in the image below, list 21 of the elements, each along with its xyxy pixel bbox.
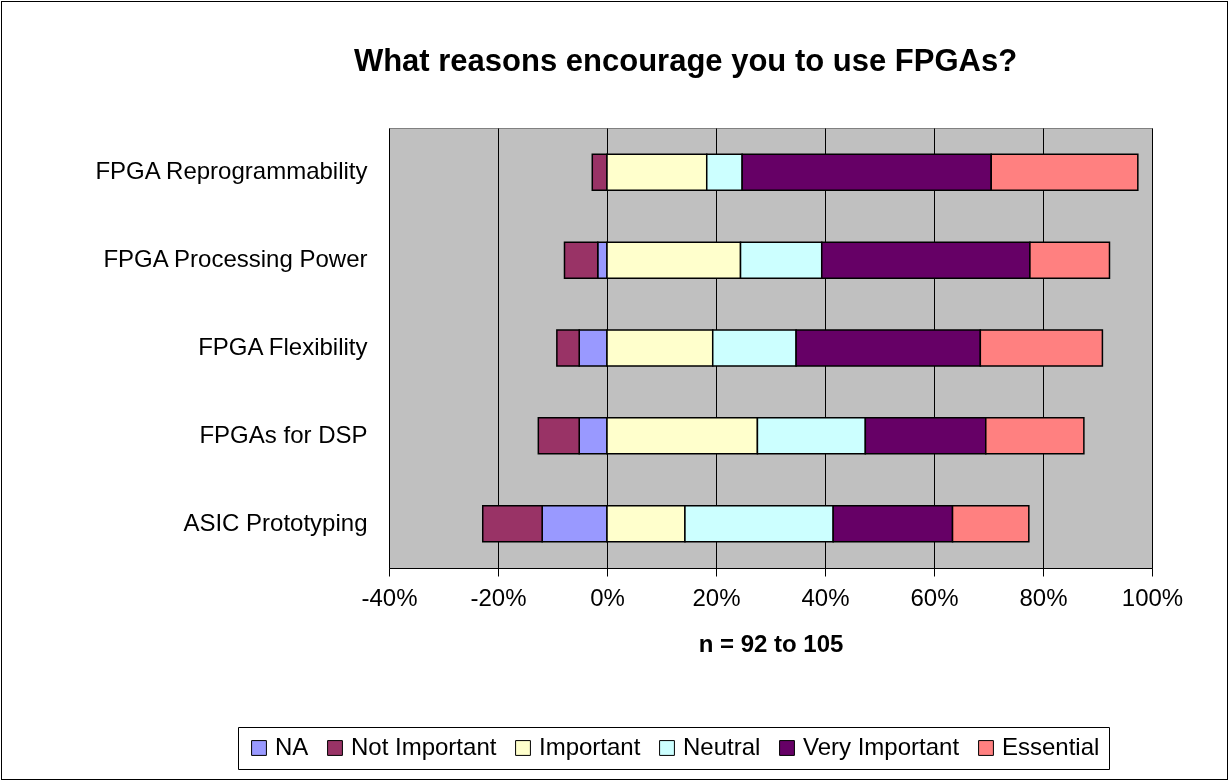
x-tick-label: 0% [590,583,625,611]
x-tick-label: 40% [801,583,850,611]
y-tick-label: FPGA Flexibility [198,333,368,360]
y-tick-label: FPGA Reprogrammability [95,157,368,185]
y-tick-label: FPGA Processing Power [103,245,368,273]
x-tick-label: -40% [361,583,418,611]
legend-label: Essential [1002,733,1100,760]
legend-label: Very Important [803,733,960,760]
chart-title: What reasons encourage you to use FPGAs? [353,43,1018,78]
x-tick-label: 60% [910,583,959,611]
legend-label: Neutral [683,733,761,760]
y-tick-label: FPGAs for DSP [199,420,368,448]
x-axis-title: n = 92 to 105 [698,629,844,657]
legend-label: Not Important [351,733,497,760]
y-tick-label: ASIC Prototyping [183,508,368,536]
x-tick-label: 20% [692,583,741,611]
x-tick-label: -20% [470,583,527,611]
x-tick-label: 80% [1019,583,1068,611]
legend-label: NA [275,733,309,760]
x-tick-label: 100% [1121,583,1184,611]
legend-label: Important [539,733,641,760]
